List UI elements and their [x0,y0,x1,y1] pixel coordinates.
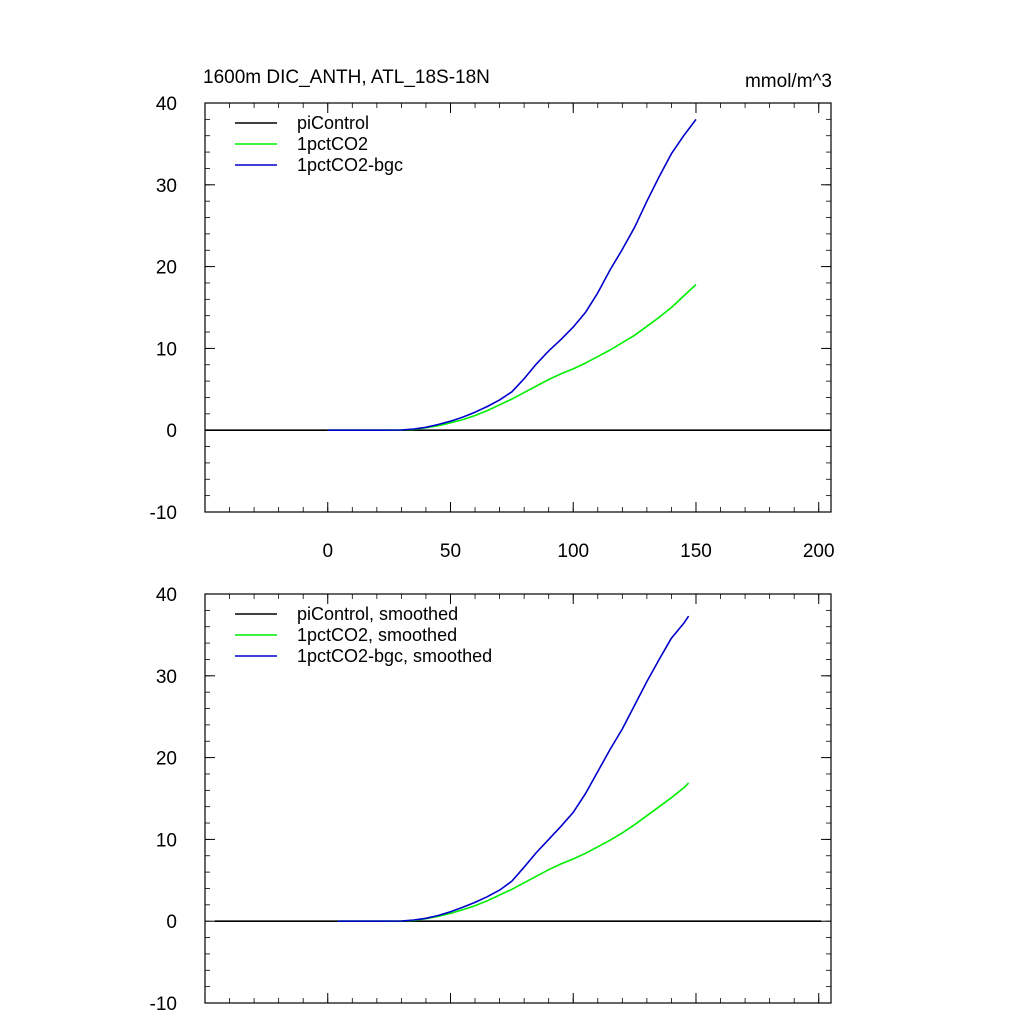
y-tick-label: 40 [156,94,177,115]
y-tick-label: -10 [150,994,177,1015]
y-tick-label: 10 [156,339,177,360]
series-line-1 [327,284,697,431]
series-line-2 [337,615,690,922]
plot-frame [204,102,832,513]
series-line-2 [327,118,697,431]
y-tick-label: 30 [156,176,177,197]
y-tick-label: -10 [150,503,177,524]
legend-label: 1pctCO2-bgc, smoothed [297,646,492,666]
x-tick-label: 0 [322,541,333,562]
x-tick-label: 150 [680,541,712,562]
y-tick-label: 20 [156,749,177,770]
legend-label: 1pctCO2, smoothed [297,625,457,645]
x-tick-label: 200 [803,541,835,562]
y-tick-label: 20 [156,258,177,279]
plot-frame [204,593,832,1004]
bottom-panel: -10 0 10 20 30 40 piControl, smoothed1pctCO2, … [150,585,832,1015]
y-tick-label: 40 [156,585,177,606]
chart-title: 1600m DIC_ANTH, ATL_18S-18N [203,67,490,88]
y-tick-label: 30 [156,667,177,688]
units-label: mmol/m^3 [745,71,832,92]
y-tick-label: 10 [156,830,177,851]
legend-label: piControl [297,113,369,133]
y-tick-label: 0 [166,912,177,933]
series-line-1 [337,782,690,922]
legend-label: 1pctCO2-bgc [297,155,403,175]
x-tick-label: 100 [557,541,589,562]
top-panel: 1600m DIC_ANTH, ATL_18S-18N mmol/m^3 -10… [150,67,835,562]
legend-label: piControl, smoothed [297,604,458,624]
legend-label: 1pctCO2 [297,134,368,154]
y-tick-label: 0 [166,421,177,442]
x-tick-label: 50 [440,541,461,562]
